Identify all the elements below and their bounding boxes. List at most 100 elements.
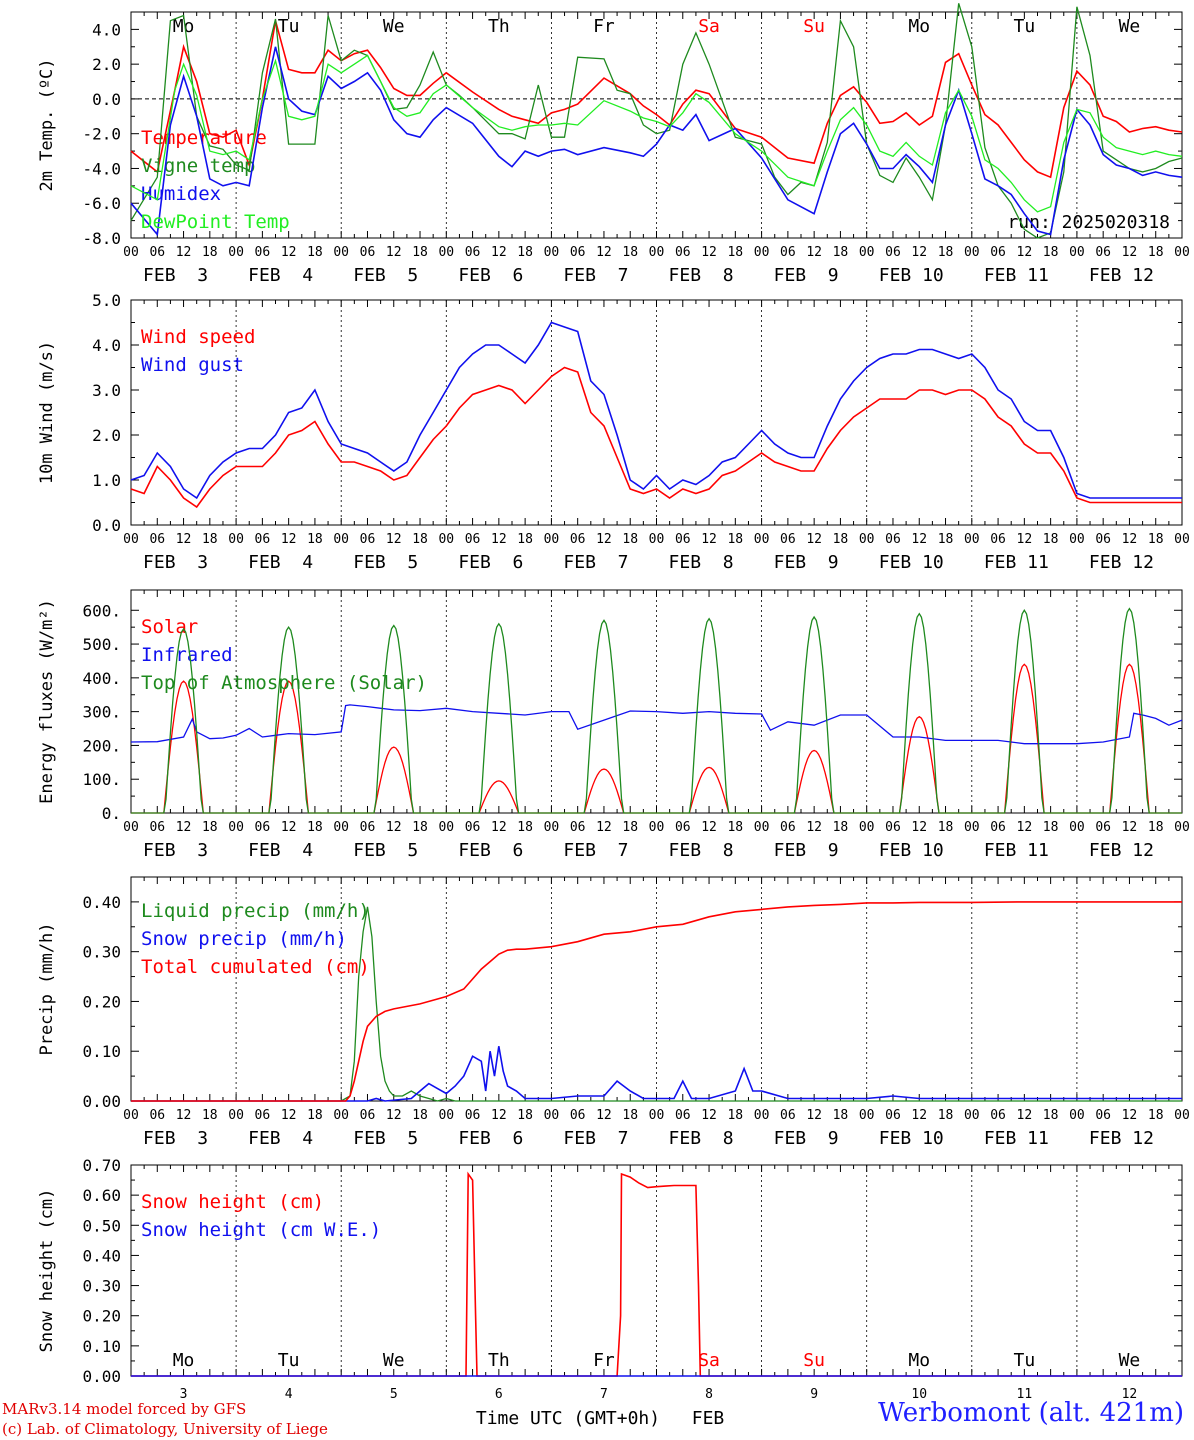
y-tick-label: 0.30	[82, 943, 121, 962]
hour-tick-label: 12	[806, 1108, 822, 1123]
day-name-label: Tu	[1014, 16, 1036, 37]
hour-tick-label: 12	[596, 532, 612, 547]
hour-tick-label: 12	[1122, 245, 1138, 260]
hour-tick-label: 12	[806, 245, 822, 260]
day-name-label: Mo	[908, 16, 930, 37]
hour-tick-label: 06	[885, 1108, 901, 1123]
hour-tick-label: 06	[990, 1108, 1006, 1123]
hour-tick-label: 00	[1069, 820, 1085, 835]
hour-tick-label: 18	[412, 1108, 428, 1123]
hour-tick-label: 06	[255, 1108, 271, 1123]
hour-tick-label: 18	[307, 245, 323, 260]
hour-tick-label: 00	[754, 820, 770, 835]
hour-tick-label: 12	[1017, 245, 1033, 260]
hour-tick-label: 12	[176, 1108, 192, 1123]
y-tick-label: 200.	[82, 736, 121, 755]
hour-tick-label: 18	[622, 820, 638, 835]
series-line-red	[130, 20, 1183, 179]
y-tick-label: 4.0	[92, 20, 121, 39]
hour-tick-label: 06	[149, 532, 165, 547]
hour-tick-label: 12	[386, 532, 402, 547]
y-tick-label: 0.0	[92, 516, 121, 535]
hour-tick-label: 18	[727, 1108, 743, 1123]
hour-tick-label: 00	[333, 820, 349, 835]
date-label: FEB 8	[669, 265, 734, 286]
series-line-green	[130, 3, 1183, 239]
hour-tick-label: 12	[1122, 532, 1138, 547]
date-label: FEB 11	[984, 552, 1049, 573]
series-line-red	[131, 901, 1182, 1102]
hour-tick-label: 00	[438, 820, 454, 835]
hour-tick-label: 18	[938, 1108, 954, 1123]
hour-tick-label: 00	[123, 245, 139, 260]
series-line-blue	[131, 1046, 1182, 1102]
hour-tick-label: 18	[1043, 245, 1059, 260]
y-tick-label: 4.0	[92, 336, 121, 355]
hour-tick-label: 12	[806, 820, 822, 835]
day-name-label: Su	[803, 1350, 825, 1371]
hour-tick-label: 06	[990, 245, 1006, 260]
hour-tick-label: 00	[859, 1108, 875, 1123]
hour-tick-label: 18	[622, 245, 638, 260]
day-number-label: 12	[1122, 1387, 1138, 1402]
hour-tick-label: 18	[1148, 532, 1164, 547]
hour-tick-label: 06	[149, 1108, 165, 1123]
hour-tick-label: 00	[1069, 245, 1085, 260]
x-axis-title: Time UTC (GMT+0h)	[476, 1408, 660, 1429]
station-title: Werbomont (alt. 421m)	[878, 1398, 1184, 1428]
hour-tick-label: 00	[123, 820, 139, 835]
hour-tick-label: 12	[386, 820, 402, 835]
date-label: FEB 4	[248, 265, 313, 286]
hour-tick-label: 06	[780, 532, 796, 547]
legend-entry: Top of Atmosphere (Solar)	[141, 672, 427, 694]
hour-tick-label: 00	[123, 532, 139, 547]
hour-tick-label: 12	[281, 1108, 297, 1123]
model-credit: MARv3.14 model forced by GFS	[2, 1400, 247, 1418]
day-name-label: Tu	[278, 16, 300, 37]
day-name-label: Sa	[698, 1350, 720, 1371]
date-label: FEB 5	[353, 1128, 418, 1149]
hour-tick-label: 00	[754, 245, 770, 260]
hour-tick-label: 06	[885, 245, 901, 260]
date-label: FEB 9	[774, 265, 839, 286]
legend-entry: Vigne temp	[141, 155, 255, 177]
y-tick-label: 3.0	[92, 381, 121, 400]
hour-tick-label: 18	[1148, 820, 1164, 835]
hour-tick-label: 00	[438, 245, 454, 260]
hour-tick-label: 12	[911, 245, 927, 260]
hour-tick-label: 18	[833, 532, 849, 547]
hour-tick-label: 12	[596, 820, 612, 835]
hour-tick-label: 06	[1095, 1108, 1111, 1123]
legend-entry: Solar	[141, 616, 198, 638]
x-axis-month: FEB	[692, 1408, 725, 1429]
hour-tick-label: 00	[649, 1108, 665, 1123]
hour-tick-label: 12	[176, 245, 192, 260]
day-name-label: Fr	[593, 16, 615, 37]
hour-tick-label: 06	[675, 820, 691, 835]
y-tick-label: -4.0	[82, 159, 121, 178]
hour-tick-label: 18	[517, 245, 533, 260]
hour-tick-label: 18	[938, 820, 954, 835]
legend-entry: DewPoint Temp	[141, 211, 290, 233]
hour-tick-label: 06	[990, 820, 1006, 835]
day-name-label: Mo	[173, 1350, 195, 1371]
hour-tick-label: 00	[438, 532, 454, 547]
hour-tick-label: 00	[1069, 532, 1085, 547]
y-tick-label: 100.	[82, 770, 121, 789]
hour-tick-label: 12	[701, 820, 717, 835]
day-number-label: 8	[705, 1387, 713, 1402]
hour-tick-label: 12	[911, 1108, 927, 1123]
date-label: FEB 11	[984, 265, 1049, 286]
hour-tick-label: 00	[544, 820, 560, 835]
y-tick-label: -8.0	[82, 229, 121, 248]
hour-tick-label: 06	[149, 820, 165, 835]
hour-tick-label: 12	[386, 1108, 402, 1123]
hour-tick-label: 18	[202, 532, 218, 547]
panel-snow: 0.70 0.60 0.50 0.40 0.30 0.20 0.10 0.00 Snow hei…	[37, 1156, 1183, 1402]
legend-entry: Snow precip (mm/h)	[141, 928, 347, 950]
date-label: FEB 4	[248, 552, 313, 573]
hour-tick-label: 18	[833, 820, 849, 835]
date-label: FEB 5	[353, 265, 418, 286]
hour-tick-label: 00	[859, 820, 875, 835]
y-tick-label: 0.60	[82, 1186, 121, 1205]
